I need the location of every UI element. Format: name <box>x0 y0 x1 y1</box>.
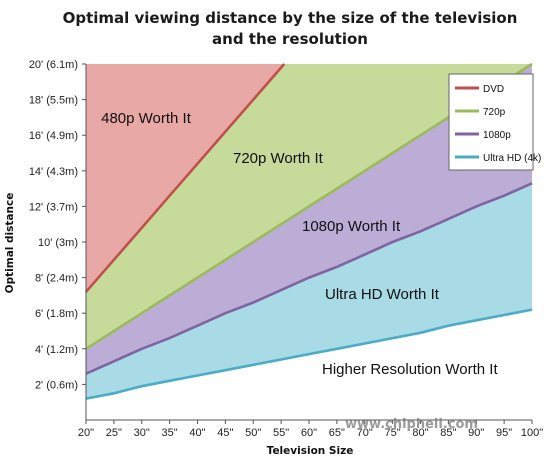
x-tick-label: 20" <box>78 427 94 439</box>
region-label: 720p Worth It <box>233 150 324 167</box>
x-axis-ticks: 20" 25" 30" 35" 40" 45" 50" 55" 60" 65" 70" 75" 80" 8… <box>78 420 543 439</box>
region-label: 1080p Worth It <box>302 218 401 235</box>
y-tick-label: 8' (2.4m) <box>35 273 78 285</box>
y-axis-ticks: 2' (0.6m) 4' (1.2m) 6' (1.8m) 8' (2.4m) 10' … <box>29 59 86 391</box>
chart-title-line1: Optimal viewing distance by the size of … <box>63 9 518 27</box>
x-tick-label: 90" <box>468 427 484 439</box>
legend-entry: DVD <box>483 84 504 95</box>
watermark: www.chiphell.com <box>345 417 478 432</box>
region-1080p-fill <box>86 64 532 374</box>
region-label: Higher Resolution Worth It <box>322 361 498 378</box>
x-tick-label: 50" <box>245 427 261 439</box>
x-tick-label: 60" <box>301 427 317 439</box>
legend-entry: 1080p <box>483 130 511 141</box>
y-axis-label: Optimal distance <box>4 193 16 294</box>
series-line-1080p <box>85 182 533 375</box>
x-tick-label: 85" <box>440 427 456 439</box>
region-labels: 480p Worth It 720p Worth It 1080p Worth It… <box>101 110 498 378</box>
x-tick-label: 70" <box>357 427 373 439</box>
x-tick-label: 25" <box>106 427 122 439</box>
series-line-dvd <box>85 63 286 293</box>
region-uhd-fill <box>86 183 532 399</box>
y-tick-label: 14' (4.3m) <box>29 166 78 178</box>
x-tick-label: 45" <box>217 427 233 439</box>
legend: DVD 720p 1080p Ultra HD (4k) <box>448 73 541 171</box>
series-line-uhd <box>85 308 533 400</box>
y-tick-label: 12' (3.7m) <box>29 201 78 213</box>
region-label: 480p Worth It <box>101 110 192 127</box>
region-label: Ultra HD Worth It <box>325 286 440 303</box>
y-tick-label: 16' (4.9m) <box>29 130 78 142</box>
y-tick-label: 10' (3m) <box>38 237 78 249</box>
y-tick-label: 6' (1.8m) <box>35 308 78 320</box>
legend-box <box>448 73 534 171</box>
chart-title-line2: and the resolution <box>212 30 368 48</box>
y-tick-label: 4' (1.2m) <box>35 344 78 356</box>
legend-entry: Ultra HD (4k) <box>483 153 541 164</box>
x-tick-label: 75" <box>385 427 401 439</box>
y-tick-label: 2' (0.6m) <box>35 379 78 391</box>
x-tick-label: 80" <box>412 427 428 439</box>
x-tick-label: 100" <box>521 427 543 439</box>
y-tick-label: 20' (6.1m) <box>29 59 78 71</box>
x-tick-label: 55" <box>273 427 289 439</box>
x-tick-label: 95" <box>496 427 512 439</box>
legend-entry: 720p <box>483 107 506 118</box>
y-tick-label: 18' (5.5m) <box>29 95 78 107</box>
x-tick-label: 65" <box>329 427 345 439</box>
x-tick-label: 35" <box>162 427 178 439</box>
x-tick-label: 40" <box>189 427 205 439</box>
x-tick-label: 30" <box>134 427 150 439</box>
x-axis-label: Television Size <box>267 445 354 457</box>
